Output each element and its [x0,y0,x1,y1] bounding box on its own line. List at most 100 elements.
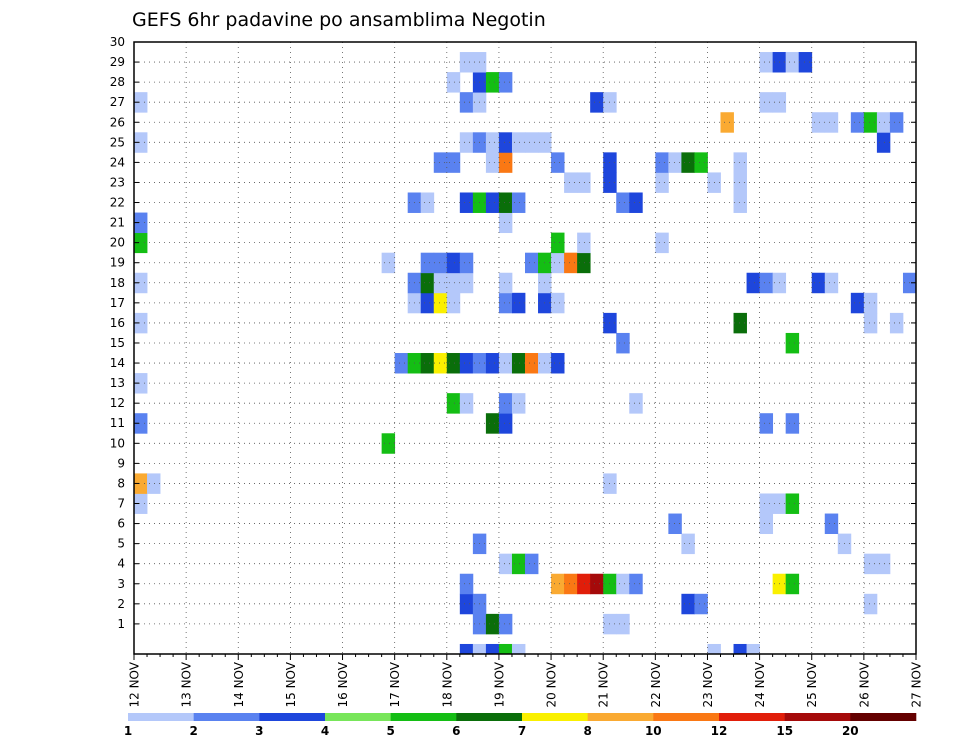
heatmap-cell [694,593,708,615]
heatmap-cell [577,252,591,274]
x-tick-label: 25 NOV [805,661,819,707]
heatmap-cell [498,413,513,434]
x-tick-label: 24 NOV [753,661,767,707]
heatmap-cell [720,112,734,133]
y-tick-label: 27 [110,95,125,109]
colorbar-label: 3 [255,724,263,738]
heatmap-cell [863,292,878,314]
heatmap-cell [876,112,891,133]
heatmap-cell [485,353,500,374]
heatmap-cell [511,393,526,414]
y-tick-label: 29 [110,55,125,69]
heatmap-cell [446,353,461,374]
heatmap-cell [733,192,747,213]
heatmap-cell [876,553,891,575]
heatmap-cell [459,132,474,153]
heatmap-cell [616,573,630,595]
x-axis-ticks: 12 NOV 13 NOV 14 NOV 15 NOV 16 NOV 17 NOV 18 N… [128,654,924,708]
heatmap-cell [785,573,800,595]
x-tick-label: 16 NOV [336,661,350,707]
heatmap-cell [733,152,747,173]
colorbar-swatch [259,713,326,721]
colorbar-label: 1 [124,724,132,738]
heatmap-cell [551,573,565,595]
y-tick-label: 13 [110,376,125,390]
heatmap-cell [525,132,539,153]
heatmap-cell [134,373,148,394]
heatmap-cell [629,573,643,595]
heatmap-cell [459,393,474,414]
heatmap-cell [551,252,565,274]
x-tick-label: 15 NOV [284,661,298,707]
y-tick-label: 20 [110,236,125,250]
gridlines [134,42,916,654]
x-tick-label: 22 NOV [649,661,663,707]
colorbar-swatch [522,713,588,721]
heatmap-cell [134,132,148,153]
colorbar-swatch [587,713,654,721]
x-tick-label: 23 NOV [701,661,715,707]
y-tick-label: 22 [110,196,125,210]
heatmap-cell [134,493,148,514]
heatmap-cell [551,292,565,314]
heatmap-cell [811,112,826,133]
y-tick-label: 9 [117,456,125,470]
heatmap-cell [134,413,148,434]
colorbar-swatch [850,713,917,721]
colorbar-label: 7 [518,724,526,738]
heatmap-cell [616,613,630,635]
heatmap-cell [733,172,747,193]
heatmap-cell [785,413,800,434]
colorbar-swatch [128,713,194,721]
heatmap-cell [564,252,578,274]
heatmap-cell [863,112,878,133]
heatmap-cell [511,643,526,655]
heatmap-cell [485,152,500,173]
heatmap-cell [668,513,682,535]
heatmap-cell [889,112,904,133]
heatmap-cell [876,132,891,153]
y-tick-label: 24 [110,155,125,169]
y-tick-label: 12 [110,396,125,410]
y-tick-label: 10 [110,436,125,450]
heatmap-cell [446,72,461,93]
heatmap-cell [459,272,474,294]
heatmap-cell [459,52,474,73]
colorbar-swatch [784,713,851,721]
heatmap-cell [577,232,591,254]
heatmap-cell [420,353,435,374]
y-tick-label: 26 [110,115,125,129]
heatmap-cell [511,553,526,575]
colorbar-label: 12 [711,724,728,738]
chart-title: GEFS 6hr padavine po ansamblima Negotin [132,9,546,31]
heatmap-cell [824,272,839,294]
heatmap-cell [655,172,669,193]
heatmap-cell [134,232,148,254]
colorbar-swatch [390,713,457,721]
colorbar-label: 4 [321,724,329,738]
heatmap-cell [889,312,904,334]
x-tick-label: 26 NOV [857,661,871,707]
heatmap-cell [668,152,682,173]
heatmap-cell [759,272,774,294]
heatmap-cell [446,292,461,314]
heatmap-cell [485,643,500,655]
heatmap-cell [459,593,474,615]
heatmap-cell [746,272,760,294]
x-tick-label: 13 NOV [180,661,194,707]
y-tick-label: 30 [110,35,125,49]
heatmap-cell [655,152,669,173]
colorbar-swatch [193,713,260,721]
colorbar-label: 5 [387,724,395,738]
heatmap-cell [498,292,513,314]
y-tick-label: 25 [110,135,125,149]
heatmap-cell [420,292,435,314]
heatmap-cell [850,112,865,133]
heatmap-cell [134,272,148,294]
y-tick-label: 7 [117,497,125,511]
y-tick-label: 8 [117,476,125,490]
heatmap-cell [616,192,630,213]
colorbar-label: 6 [452,724,460,738]
heatmap-cell [577,573,591,595]
y-tick-label: 15 [110,336,125,350]
